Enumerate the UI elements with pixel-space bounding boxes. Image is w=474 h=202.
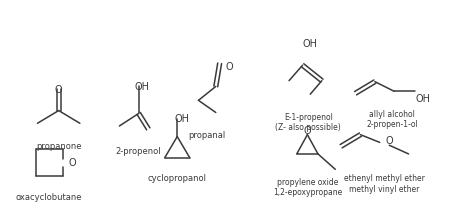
Text: cyclopropanol: cyclopropanol bbox=[148, 173, 207, 182]
Text: OH: OH bbox=[134, 81, 149, 91]
Text: 2-propenol: 2-propenol bbox=[116, 146, 162, 156]
Text: O: O bbox=[303, 125, 311, 135]
Text: ethenyl methyl ether
methyl vinyl ether: ethenyl methyl ether methyl vinyl ether bbox=[344, 173, 425, 193]
Text: E-1-propenol
(Z- also possible): E-1-propenol (Z- also possible) bbox=[275, 112, 341, 131]
Text: OH: OH bbox=[416, 94, 430, 104]
Text: O: O bbox=[226, 62, 233, 72]
Text: allyl alcohol
2-propen-1-ol: allyl alcohol 2-propen-1-ol bbox=[366, 109, 418, 128]
Text: O: O bbox=[55, 84, 63, 94]
Text: O: O bbox=[68, 157, 76, 167]
Text: OH: OH bbox=[303, 39, 318, 49]
Text: oxacyclobutane: oxacyclobutane bbox=[16, 191, 82, 201]
Text: propanal: propanal bbox=[189, 130, 226, 139]
Text: propanone: propanone bbox=[36, 141, 82, 150]
Text: O: O bbox=[385, 136, 393, 146]
Text: OH: OH bbox=[174, 114, 190, 124]
Text: propylene oxide
1,2-epoxypropane: propylene oxide 1,2-epoxypropane bbox=[273, 177, 342, 197]
